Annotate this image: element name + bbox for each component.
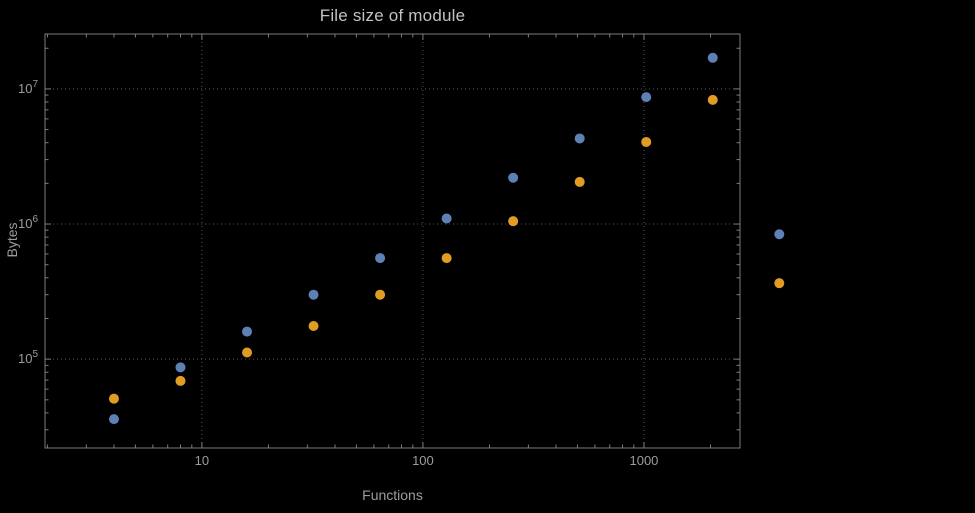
data-point-series-blue xyxy=(774,229,785,240)
data-point-series-blue xyxy=(574,133,585,144)
chart-title: File size of module xyxy=(319,6,466,25)
data-point-series-orange xyxy=(108,393,119,404)
data-point-series-blue xyxy=(707,52,718,63)
x-tick-label: 100 xyxy=(412,453,434,468)
data-point-series-orange xyxy=(707,94,718,105)
x-tick-label: 10 xyxy=(195,453,209,468)
data-point-series-orange xyxy=(242,347,253,358)
y-tick-label: 106 xyxy=(18,214,38,231)
data-point-series-blue xyxy=(242,326,253,337)
data-point-series-blue xyxy=(308,289,319,300)
data-point-series-orange xyxy=(774,278,785,289)
data-point-series-orange xyxy=(175,375,186,386)
x-tick-label: 1000 xyxy=(629,453,658,468)
x-axis-label: Functions xyxy=(362,487,423,503)
data-point-series-orange xyxy=(441,253,452,264)
y-tick-label: 105 xyxy=(18,349,38,366)
data-point-series-blue xyxy=(175,362,186,373)
data-point-series-blue xyxy=(508,172,519,183)
plot-frame xyxy=(44,33,741,449)
data-point-series-blue xyxy=(641,92,652,103)
data-point-series-blue xyxy=(375,253,386,264)
data-point-series-blue xyxy=(441,213,452,224)
data-point-series-orange xyxy=(508,216,519,227)
data-point-series-orange xyxy=(308,320,319,331)
data-point-series-orange xyxy=(574,176,585,187)
data-point-series-orange xyxy=(641,136,652,147)
data-point-series-blue xyxy=(108,414,119,425)
y-tick-label: 107 xyxy=(18,79,38,96)
data-point-series-orange xyxy=(375,289,386,300)
